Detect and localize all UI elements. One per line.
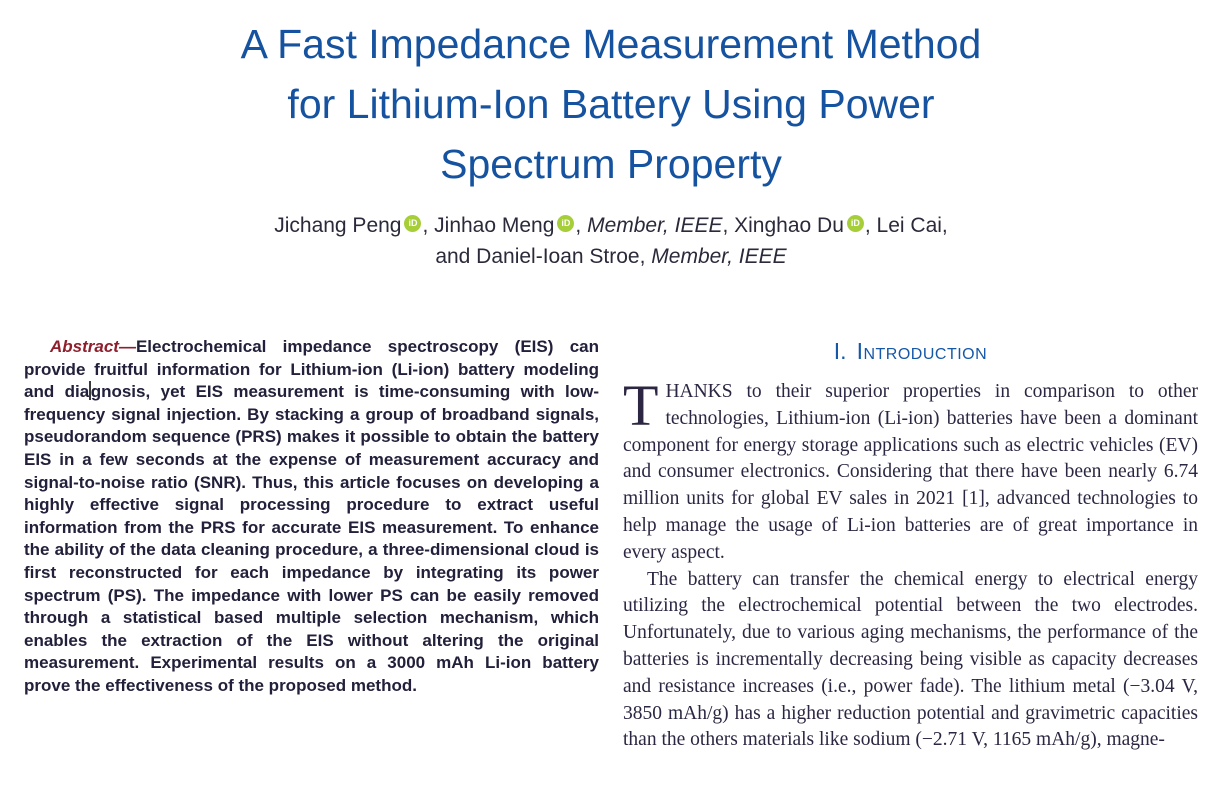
member-ieee-label: Member, IEEE — [651, 245, 787, 268]
column-left: Abstract—Electrochemical impedance spect… — [24, 336, 599, 754]
orcid-icon[interactable]: iD — [846, 215, 864, 232]
section-heading-introduction: I. Introduction — [623, 338, 1198, 364]
author-list: Jichang Peng iD, Jinhao Meng iD, Member, I… — [24, 210, 1198, 272]
intro-paragraph-1-text: HANKS to their superior properties in co… — [623, 381, 1198, 563]
author-line-2: and Daniel-Ioan Stroe, Member, IEEE — [24, 241, 1198, 272]
abstract-label: Abstract — [50, 337, 119, 356]
abstract-paragraph: Abstract—Electrochemical impedance spect… — [24, 336, 599, 698]
intro-paragraph-2-text: The battery can transfer the chemical en… — [623, 568, 1198, 751]
author-name: , Xinghao Du — [722, 214, 844, 237]
section-title: Introduction — [856, 338, 988, 364]
orcid-icon[interactable]: iD — [557, 215, 575, 232]
author-name: Jichang Peng — [274, 214, 402, 237]
orcid-icon[interactable]: iD — [404, 215, 422, 232]
title-line-3: Spectrum Property — [440, 141, 782, 187]
title-line-2: for Lithium-Ion Battery Using Power — [287, 81, 935, 127]
author-name: and Daniel-Ioan Stroe, — [435, 245, 652, 268]
drop-cap: T — [623, 373, 659, 438]
text-caret — [89, 381, 91, 401]
member-ieee-label: Member, IEEE — [587, 214, 723, 237]
column-right: I. Introduction T HANKS to their superior … — [623, 336, 1198, 754]
abstract-dash: — — [118, 337, 136, 356]
author-separator: , — [575, 214, 588, 237]
section-number: I. — [833, 338, 847, 364]
author-line-1: Jichang Peng iD, Jinhao Meng iD, Member, I… — [24, 210, 1198, 241]
author-name: , Lei Cai, — [864, 214, 948, 237]
abstract-text-part-1: Electrochemical impedance spectroscopy (… — [24, 337, 599, 402]
title-line-1: A Fast Impedance Measurement Method — [240, 21, 982, 67]
abstract-text-part-2: gnosis, yet EIS measurement is time-cons… — [24, 382, 599, 695]
author-name: , Jinhao Meng — [422, 214, 555, 237]
paper-title: A Fast Impedance Measurement Method for … — [24, 14, 1198, 194]
intro-paragraph-2: The battery can transfer the chemical en… — [623, 567, 1198, 755]
intro-paragraph-1: T HANKS to their superior properties in c… — [623, 373, 1198, 567]
two-column-body: Abstract—Electrochemical impedance spect… — [24, 336, 1198, 754]
